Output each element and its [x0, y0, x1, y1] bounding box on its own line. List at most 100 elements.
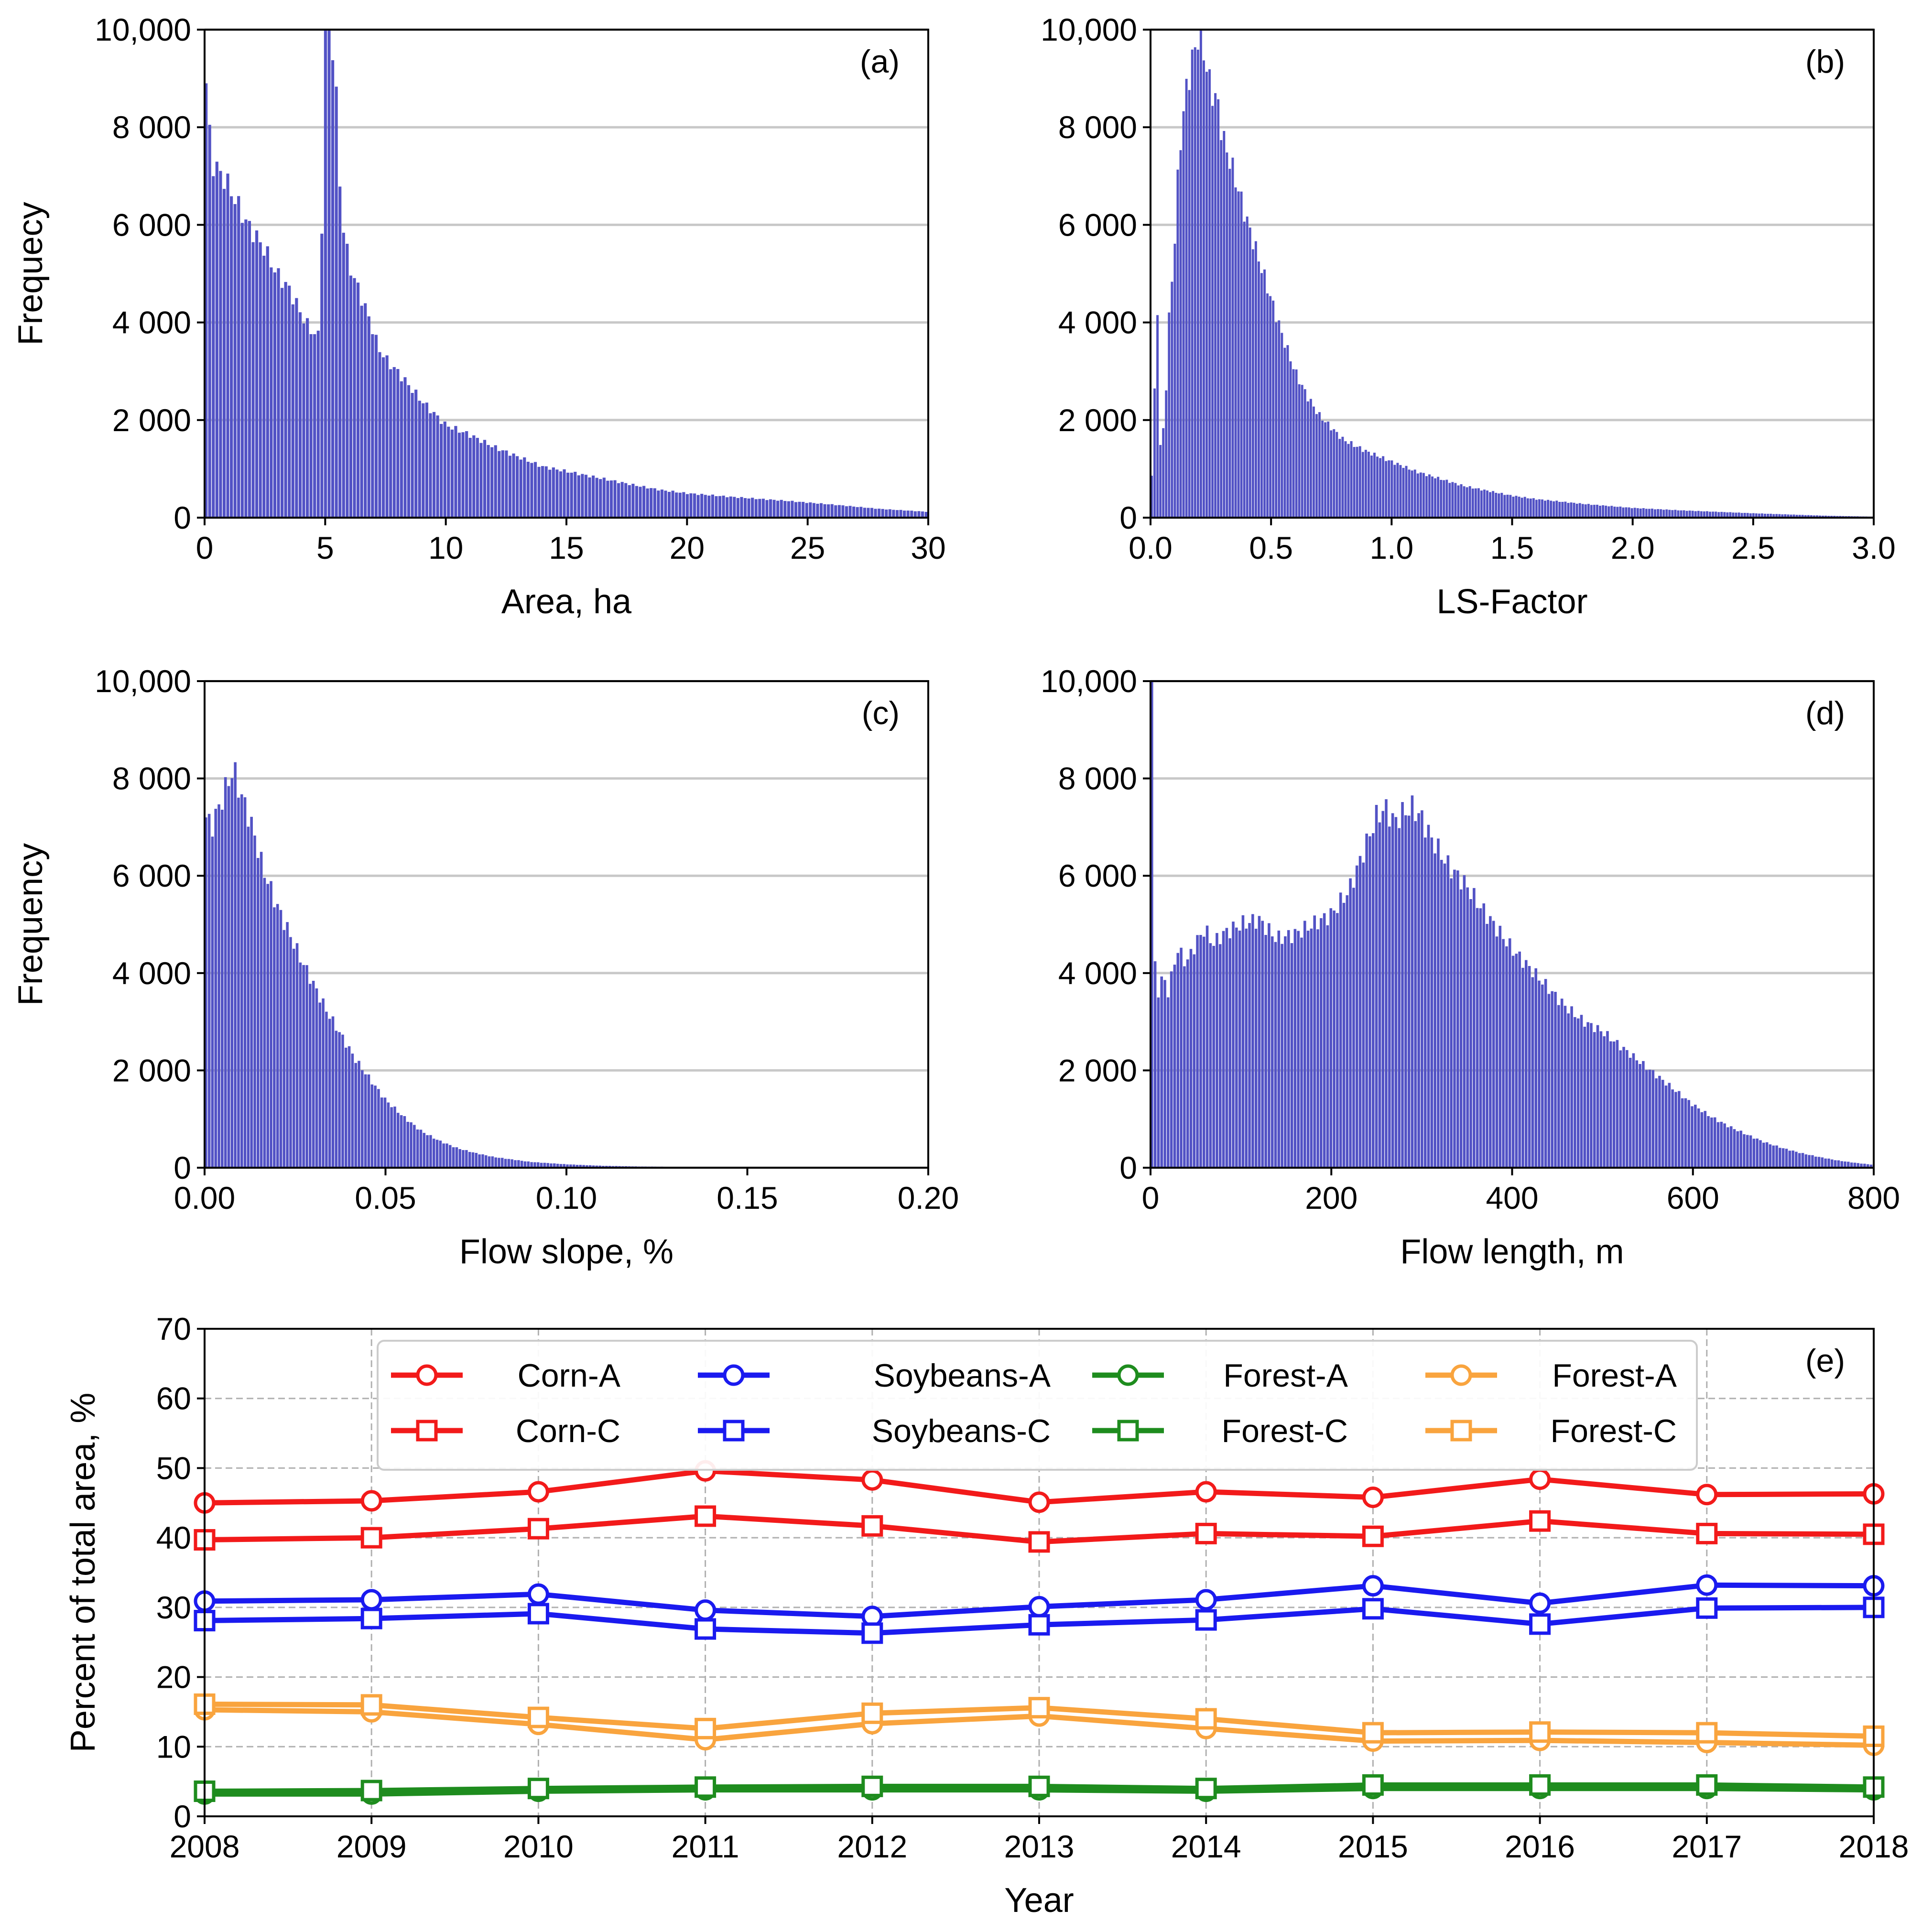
- histogram-bar: [1170, 971, 1173, 1168]
- histogram-bar: [1324, 422, 1327, 518]
- histogram-bar: [385, 355, 389, 518]
- histogram-bar: [1798, 1153, 1801, 1168]
- histogram-bar: [207, 814, 211, 1168]
- y-tick-label: 20: [156, 1660, 191, 1695]
- histogram-bar: [400, 381, 403, 518]
- histogram-bar: [327, 30, 331, 518]
- histogram-bar: [1712, 511, 1715, 518]
- histogram-bar: [1196, 935, 1199, 1168]
- histogram-bar: [248, 221, 251, 518]
- histogram-bar: [1609, 1041, 1612, 1168]
- histogram-bar: [856, 507, 859, 518]
- histogram-bar: [1274, 942, 1277, 1168]
- histogram-bar: [1860, 1163, 1863, 1168]
- histogram-bar: [403, 1116, 406, 1168]
- y-tick-label: 6 000: [112, 207, 191, 242]
- histogram-bar: [1700, 511, 1703, 518]
- histogram-bar: [1526, 498, 1529, 518]
- histogram-bar: [1720, 511, 1723, 518]
- histogram-bar: [1688, 510, 1691, 518]
- histogram-bar: [1541, 499, 1543, 518]
- data-point-circle: [1529, 1592, 1551, 1614]
- histogram-bar: [407, 385, 411, 518]
- y-tick-label: 10,000: [95, 663, 191, 699]
- histogram-bar: [1460, 484, 1463, 518]
- histogram-bar: [1463, 486, 1466, 518]
- legend-entry: Forest-C: [1092, 1413, 1348, 1449]
- histogram-bar: [765, 500, 769, 518]
- histogram-bar: [335, 1031, 338, 1168]
- histogram-bar: [1785, 1149, 1788, 1168]
- histogram-bar: [1370, 456, 1373, 518]
- histogram-bar: [1153, 961, 1157, 1168]
- data-point-square: [527, 1518, 549, 1540]
- histogram-bar: [566, 1164, 569, 1168]
- histogram-bar: [533, 1162, 536, 1168]
- histogram-bar: [1321, 420, 1324, 518]
- histogram-bar: [215, 162, 218, 518]
- histogram-bar: [344, 1047, 347, 1168]
- histogram-bar: [1662, 510, 1665, 518]
- histogram-bar: [1668, 510, 1671, 518]
- y-tick-label: 2 000: [1058, 402, 1137, 438]
- histogram-bar: [273, 272, 277, 518]
- histogram-bar: [1413, 469, 1416, 518]
- bars: [1151, 30, 1873, 518]
- histogram-bar: [1697, 510, 1700, 518]
- histogram-bar: [1762, 1142, 1765, 1168]
- data-point-square: [1028, 1614, 1050, 1636]
- data-point-square: [695, 1618, 717, 1640]
- histogram-bar: [414, 390, 418, 518]
- histogram-bar: [1866, 1164, 1869, 1168]
- legend-label: Forest-A: [1552, 1357, 1677, 1394]
- data-point-square: [861, 1515, 883, 1537]
- histogram-bar: [1301, 385, 1303, 518]
- histogram-bar: [1677, 1091, 1681, 1168]
- histogram-bar: [1505, 946, 1508, 1168]
- histogram-bar: [227, 786, 230, 1168]
- histogram-bar: [335, 87, 338, 518]
- histogram-bar: [1629, 1058, 1632, 1168]
- histogram-bar: [1376, 456, 1379, 518]
- histogram-bar: [1509, 495, 1512, 518]
- histogram-bar: [501, 450, 504, 518]
- histogram-bar: [1401, 802, 1404, 1168]
- histogram-bar: [517, 1160, 520, 1168]
- histogram-bar: [452, 1147, 455, 1168]
- x-tick-label: 0.5: [1249, 530, 1293, 565]
- histogram-bar: [389, 369, 392, 518]
- legend-label: Soybeans-C: [872, 1413, 1051, 1449]
- histogram-bar: [226, 174, 229, 518]
- histogram-bar: [263, 878, 266, 1168]
- histogram-bar: [1657, 509, 1660, 518]
- histogram-bar: [1443, 863, 1446, 1168]
- histogram-bar: [913, 511, 917, 518]
- histogram-bar: [1781, 514, 1784, 518]
- histogram-bar: [1151, 681, 1153, 1168]
- histogram-bar: [1518, 497, 1520, 518]
- histogram-bar: [776, 500, 780, 518]
- histogram-bar: [559, 1164, 563, 1168]
- histogram-bar: [1417, 813, 1420, 1168]
- histogram-bar: [1362, 862, 1365, 1168]
- histogram-bar: [1703, 511, 1705, 518]
- x-tick-label: 200: [1305, 1180, 1357, 1216]
- histogram-bar: [845, 506, 848, 518]
- data-point-square: [695, 1505, 717, 1527]
- histogram-bar: [917, 511, 921, 518]
- histogram-bar: [1664, 1085, 1668, 1168]
- histogram-bar: [1423, 837, 1427, 1168]
- legend-marker-circle: [416, 1364, 438, 1386]
- histogram-bar: [1498, 493, 1500, 518]
- histogram-bar: [475, 1152, 478, 1168]
- x-tick-label: 25: [790, 530, 825, 565]
- x-tick-label: 2010: [503, 1829, 574, 1864]
- histogram-bar: [1495, 493, 1498, 518]
- histogram-bar: [519, 459, 522, 518]
- histogram-bar: [1700, 1112, 1704, 1168]
- histogram-bar: [834, 505, 837, 518]
- histogram-bar: [1499, 925, 1502, 1168]
- histogram-bar: [1651, 509, 1653, 518]
- histogram-bar: [1639, 1064, 1641, 1168]
- histogram-bar: [468, 438, 472, 518]
